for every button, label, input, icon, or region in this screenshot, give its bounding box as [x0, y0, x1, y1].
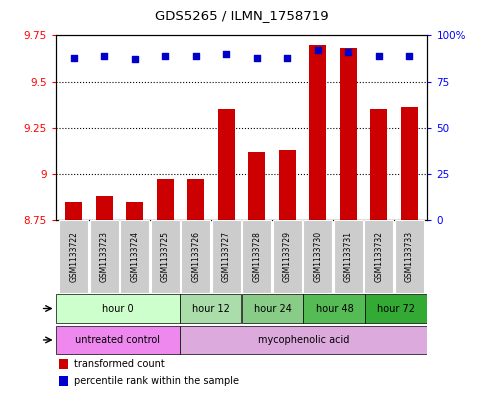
Bar [157, 180, 174, 220]
Point [344, 49, 352, 55]
Bar [364, 220, 393, 293]
Text: GSM1133723: GSM1133723 [100, 231, 109, 282]
Bar [56, 326, 180, 354]
Text: hour 0: hour 0 [102, 303, 133, 314]
Bar [59, 220, 88, 293]
Point [253, 54, 261, 61]
Text: hour 48: hour 48 [315, 303, 354, 314]
Point [375, 53, 383, 59]
Text: GSM1133730: GSM1133730 [313, 231, 322, 282]
Text: GSM1133724: GSM1133724 [130, 231, 139, 282]
Bar [272, 220, 302, 293]
Text: GSM1133733: GSM1133733 [405, 231, 413, 282]
Text: untreated control: untreated control [75, 335, 160, 345]
Text: hour 24: hour 24 [254, 303, 291, 314]
Point [131, 56, 139, 62]
Bar [212, 220, 241, 293]
Point [70, 54, 78, 61]
Point [314, 47, 322, 53]
Bar [59, 376, 68, 386]
Point [192, 53, 199, 59]
Text: transformed count: transformed count [74, 359, 165, 369]
Bar [127, 202, 143, 220]
Text: percentile rank within the sample: percentile rank within the sample [74, 376, 239, 386]
Bar [303, 220, 332, 293]
Bar [59, 359, 68, 369]
Bar [181, 220, 211, 293]
Bar [340, 48, 356, 220]
Bar [370, 109, 387, 220]
Bar [151, 220, 180, 293]
Text: GSM1133727: GSM1133727 [222, 231, 231, 282]
Point [284, 54, 291, 61]
Text: GSM1133729: GSM1133729 [283, 231, 292, 282]
Bar [303, 294, 366, 323]
Point [405, 53, 413, 59]
Bar [180, 294, 242, 323]
Text: hour 72: hour 72 [377, 303, 415, 314]
Point [100, 53, 108, 59]
Bar [242, 294, 303, 323]
Bar [66, 202, 82, 220]
Point [161, 53, 169, 59]
Bar [56, 294, 180, 323]
Text: GSM1133728: GSM1133728 [252, 231, 261, 282]
Bar [187, 180, 204, 220]
Text: GSM1133731: GSM1133731 [344, 231, 353, 282]
Text: mycophenolic acid: mycophenolic acid [258, 335, 349, 345]
Bar [395, 220, 424, 293]
Bar [401, 107, 417, 220]
Text: GSM1133732: GSM1133732 [374, 231, 383, 282]
Text: GSM1133722: GSM1133722 [70, 231, 78, 282]
Bar [366, 294, 427, 323]
Bar [180, 326, 427, 354]
Bar [279, 150, 296, 220]
Text: GSM1133725: GSM1133725 [161, 231, 170, 282]
Bar [334, 220, 363, 293]
Text: GSM1133726: GSM1133726 [191, 231, 200, 282]
Point [222, 51, 230, 57]
Bar [96, 196, 113, 220]
Text: GDS5265 / ILMN_1758719: GDS5265 / ILMN_1758719 [155, 9, 328, 22]
Bar [90, 220, 119, 293]
Bar [120, 220, 149, 293]
Bar [248, 152, 265, 220]
Text: hour 12: hour 12 [192, 303, 229, 314]
Bar [309, 45, 326, 220]
Bar [218, 109, 235, 220]
Bar [242, 220, 271, 293]
